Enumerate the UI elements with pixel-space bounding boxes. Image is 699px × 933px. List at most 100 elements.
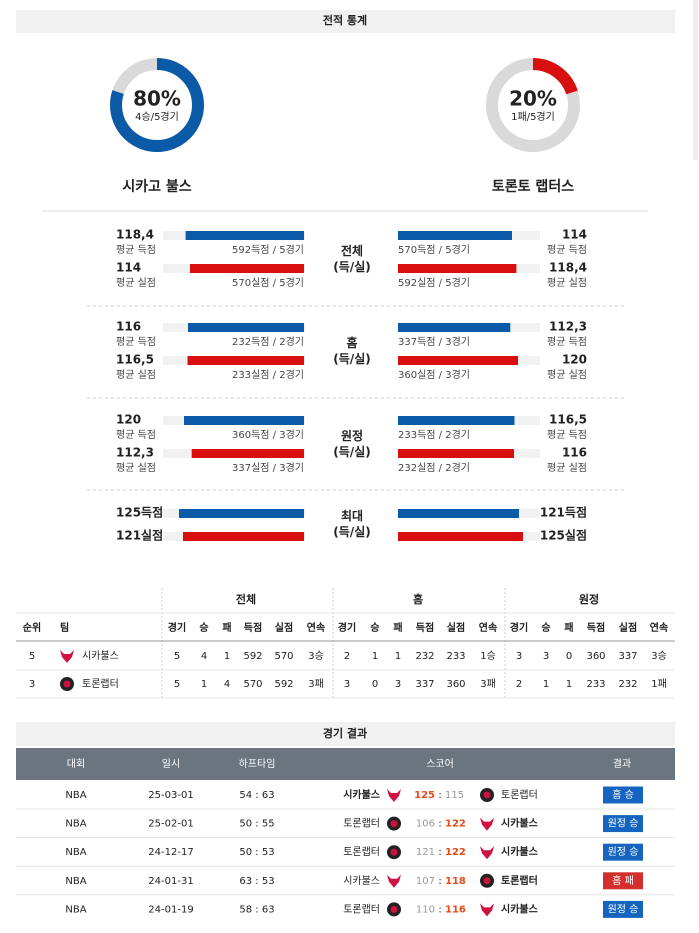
stat-sub: 평균 득점 — [547, 429, 587, 441]
stat-sub: 평균 득점 — [116, 429, 156, 441]
cell: 5 — [174, 651, 180, 662]
cell: 592 — [243, 651, 262, 662]
away-team: 시카불스 — [501, 845, 538, 858]
group-label: 전체 — [341, 243, 363, 258]
column-header: 연속 — [650, 621, 668, 634]
group-label: 홈 — [346, 335, 357, 350]
logo-raptors-ball — [483, 791, 491, 799]
date: 25-02-01 — [148, 819, 193, 830]
stat-caption: 232득점 / 2경기 — [232, 335, 304, 348]
column-header: 득점 — [244, 622, 262, 634]
cell: 3패 — [480, 678, 496, 690]
cell: 2 — [516, 679, 522, 690]
home-score: 121 — [416, 847, 435, 858]
home-team: 시카불스 — [343, 875, 380, 887]
cell: 233 — [446, 651, 465, 662]
stat-bar — [179, 509, 304, 518]
cell: 5 — [29, 651, 35, 662]
column-header: 승 — [541, 622, 550, 634]
cell: 0 — [372, 679, 378, 690]
halftime: 50 : 53 — [239, 847, 274, 858]
result-text: 원정 승 — [608, 903, 639, 915]
score-sep: : — [438, 876, 441, 887]
logo-raptors-ball — [390, 905, 398, 913]
score-sep: : — [438, 904, 441, 915]
stat-value: 125실점 — [540, 528, 587, 543]
column-header: 연속 — [307, 621, 325, 634]
league: NBA — [65, 790, 86, 801]
result-badge — [603, 786, 643, 804]
logo-bulls — [387, 789, 401, 802]
results-column: 대회 — [67, 758, 85, 770]
logo-raptors-ball — [483, 877, 491, 885]
results-column: 일시 — [162, 758, 180, 770]
home-score: 107 — [416, 876, 435, 887]
stat-bar — [184, 416, 304, 425]
stat-value: 114 — [116, 261, 141, 275]
home-team: 토론랩터 — [343, 818, 380, 830]
logo-raptors-ball — [390, 848, 398, 856]
home-score: 106 — [416, 819, 435, 830]
stat-caption: 592실점 / 5경기 — [398, 276, 470, 289]
cell: 1 — [395, 651, 401, 662]
result-badge — [603, 872, 643, 890]
stat-bar — [398, 264, 517, 273]
column-header: 승 — [199, 622, 208, 634]
cell: 4 — [201, 651, 207, 662]
stat-bar — [191, 449, 304, 458]
column-header: 연속 — [479, 621, 497, 634]
stat-value: 120 — [562, 353, 587, 367]
stat-caption: 360득점 / 3경기 — [232, 428, 304, 441]
stat-value: 116 — [562, 446, 587, 460]
stat-sub: 평균 실점 — [116, 462, 156, 474]
cell: 1 — [372, 651, 378, 662]
away-score: 115 — [445, 790, 464, 801]
logo-bulls — [480, 903, 494, 917]
group-header: 전체 — [236, 592, 256, 606]
column-header: 득점 — [416, 622, 434, 634]
stat-sub: 평균 득점 — [116, 244, 156, 256]
stat-value: 121득점 — [540, 505, 587, 520]
logo-bulls — [480, 846, 494, 860]
results-header-bar — [16, 722, 675, 746]
stat-bar — [398, 532, 523, 541]
stat-bar — [190, 264, 304, 273]
stat-value: 120 — [116, 413, 141, 427]
donut-record: 1패/5경기 — [511, 110, 555, 123]
column-header: 팀 — [60, 622, 69, 634]
results-title: 경기 결과 — [323, 726, 367, 740]
cell: 337 — [415, 679, 434, 690]
donut-arc — [486, 58, 580, 152]
stat-value: 112,3 — [116, 446, 154, 460]
scrollbar — [693, 0, 698, 160]
home-score: 110 — [416, 904, 435, 915]
stat-bar — [398, 449, 514, 458]
away-team: 토론랩터 — [501, 874, 538, 887]
cell: 570 — [243, 679, 262, 690]
stat-value: 112,3 — [549, 320, 587, 334]
stat-bar — [188, 323, 304, 332]
cell: 4 — [224, 679, 230, 690]
result-badge — [603, 900, 643, 918]
stat-bar — [398, 323, 511, 332]
stat-bar — [398, 509, 519, 518]
column-header: 패 — [393, 621, 402, 634]
stat-sub: 평균 실점 — [547, 369, 587, 381]
result-text: 원정 승 — [608, 818, 639, 830]
score-sep: : — [438, 790, 441, 801]
score-sep: : — [438, 819, 441, 830]
result-text: 홈 패 — [612, 874, 634, 887]
logo-raptors-ball — [390, 820, 398, 828]
team-cell: 시카불스 — [82, 650, 119, 662]
cell: 360 — [446, 679, 465, 690]
cell: 1 — [224, 651, 230, 662]
stat-sub: 평균 실점 — [547, 462, 587, 474]
halftime: 50 : 55 — [239, 819, 274, 830]
stat-sub: 평균 득점 — [116, 336, 156, 348]
column-header: 실점 — [447, 621, 465, 634]
home-team: 토론랩터 — [343, 846, 380, 858]
stat-sub: 평균 득점 — [547, 336, 587, 348]
stat-value: 125득점 — [116, 505, 163, 520]
stat-value: 116,5 — [549, 413, 587, 427]
